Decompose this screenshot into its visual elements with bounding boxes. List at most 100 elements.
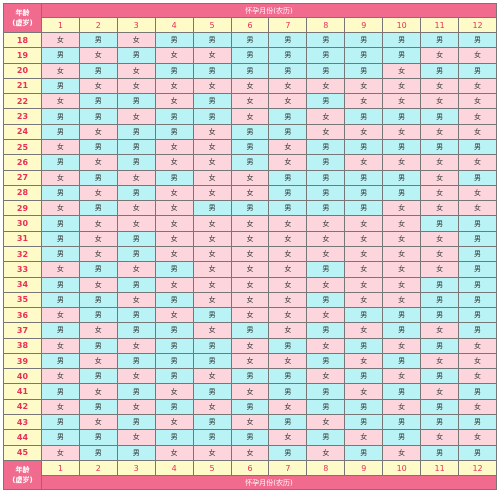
gender-cell-female: 女 (382, 200, 422, 217)
gender-cell-female: 女 (192, 169, 232, 186)
gender-cell-female: 女 (154, 414, 194, 431)
gender-cell-male: 男 (230, 31, 270, 49)
table-row: 35 男男女男女女女男女女男男 (3, 291, 497, 309)
gender-cell-female: 女 (344, 261, 384, 278)
gender-cell-female: 女 (78, 77, 118, 95)
gender-cell-male: 男 (40, 230, 80, 247)
gender-cell-male: 男 (382, 414, 422, 431)
age-cell: 24 (3, 123, 42, 140)
gender-cell-male: 男 (420, 307, 460, 324)
gender-cell-male: 男 (116, 230, 156, 247)
gender-cell-female: 女 (78, 123, 118, 140)
table-body: 年龄 (虚岁) 怀孕月份(农历) 1 2 3 4 5 6 7 8 9 10 11 12 18 女男女男男… (3, 3, 498, 490)
footer-month-12: 12 (458, 460, 497, 476)
age-cell: 38 (3, 337, 42, 354)
gender-cell-female: 女 (116, 169, 156, 186)
gender-cell-female: 女 (268, 429, 308, 446)
age-cell: 31 (3, 230, 42, 247)
header-month-6: 6 (230, 17, 270, 33)
gender-cell-male: 男 (268, 368, 308, 385)
gender-cell-male: 男 (382, 184, 422, 202)
gender-cell-female: 女 (40, 368, 80, 385)
gender-cell-male: 男 (268, 31, 308, 49)
age-cell: 35 (3, 291, 42, 309)
footer-month-5: 5 (192, 460, 232, 476)
footer-month-7: 7 (268, 460, 308, 476)
gender-cell-female: 女 (344, 245, 384, 263)
gender-cell-female: 女 (344, 429, 384, 446)
gender-cell-female: 女 (268, 215, 308, 232)
gender-cell-female: 女 (192, 123, 232, 140)
gender-cell-male: 男 (458, 261, 497, 278)
age-cell: 36 (3, 307, 42, 324)
gender-cell-male: 男 (78, 31, 118, 49)
age-header-label: 年龄 (15, 9, 30, 17)
footer-month-2: 2 (78, 460, 118, 476)
gender-cell-male: 男 (268, 200, 308, 217)
gender-prediction-table: 年龄 (虚岁) 怀孕月份(农历) 1 2 3 4 5 6 7 8 9 10 11 12 18 女男女男男… (3, 3, 498, 490)
gender-cell-female: 女 (116, 215, 156, 232)
gender-cell-male: 男 (154, 261, 194, 278)
footer-month-1: 1 (40, 460, 80, 476)
gender-cell-female: 女 (306, 368, 346, 385)
gender-cell-male: 男 (78, 398, 118, 416)
gender-cell-female: 女 (78, 184, 118, 202)
gender-cell-female: 女 (154, 77, 194, 95)
gender-cell-male: 男 (40, 245, 80, 263)
gender-cell-male: 男 (268, 444, 308, 462)
gender-cell-male: 男 (154, 31, 194, 49)
gender-cell-female: 女 (306, 337, 346, 354)
gender-cell-male: 男 (116, 138, 156, 156)
gender-cell-female: 女 (40, 398, 80, 416)
gender-cell-male: 男 (306, 31, 346, 49)
gender-cell-female: 女 (382, 291, 422, 309)
gender-cell-male: 男 (420, 215, 460, 232)
gender-cell-male: 男 (268, 337, 308, 354)
gender-cell-male: 男 (116, 245, 156, 263)
gender-cell-male: 男 (78, 429, 118, 446)
gender-cell-male: 男 (306, 169, 346, 186)
age-cell: 41 (3, 383, 42, 400)
gender-cell-female: 女 (230, 383, 270, 400)
gender-cell-female: 女 (40, 337, 80, 354)
header-month-8: 8 (306, 17, 346, 33)
gender-cell-male: 男 (116, 123, 156, 140)
gender-cell-female: 女 (420, 154, 460, 171)
gender-cell-male: 男 (306, 291, 346, 309)
gender-cell-male: 男 (344, 138, 384, 156)
gender-cell-male: 男 (382, 307, 422, 324)
gender-cell-male: 男 (192, 383, 232, 400)
gender-cell-male: 男 (306, 352, 346, 370)
gender-cell-male: 男 (154, 429, 194, 446)
gender-cell-female: 女 (230, 169, 270, 186)
gender-cell-male: 男 (154, 291, 194, 309)
header-month-10: 10 (382, 17, 422, 33)
gender-cell-male: 男 (268, 123, 308, 140)
gender-cell-female: 女 (230, 414, 270, 431)
gender-cell-female: 女 (344, 123, 384, 140)
gender-cell-male: 男 (78, 444, 118, 462)
gender-cell-female: 女 (458, 154, 497, 171)
gender-cell-female: 女 (78, 383, 118, 400)
gender-cell-male: 男 (40, 322, 80, 339)
gender-cell-male: 男 (116, 322, 156, 339)
gender-cell-female: 女 (116, 429, 156, 446)
gender-cell-male: 男 (40, 383, 80, 400)
gender-cell-female: 女 (268, 93, 308, 110)
gender-cell-male: 男 (230, 123, 270, 140)
gender-cell-male: 男 (344, 184, 384, 202)
gender-cell-male: 男 (230, 398, 270, 416)
age-cell: 33 (3, 261, 42, 278)
age-cell: 27 (3, 169, 42, 186)
gender-cell-female: 女 (458, 47, 497, 64)
gender-cell-female: 女 (192, 215, 232, 232)
gender-cell-female: 女 (458, 398, 497, 416)
age-footer-corner: 年龄 (虚岁) (3, 460, 42, 490)
gender-cell-male: 男 (458, 414, 497, 431)
gender-cell-female: 女 (420, 230, 460, 247)
gender-cell-female: 女 (420, 383, 460, 400)
gender-cell-female: 女 (192, 291, 232, 309)
table-row: 30 男女女女女女女女女女男男 (3, 215, 497, 232)
gender-cell-male: 男 (40, 215, 80, 232)
month-footer-title: 怀孕月份(农历) (40, 475, 498, 490)
